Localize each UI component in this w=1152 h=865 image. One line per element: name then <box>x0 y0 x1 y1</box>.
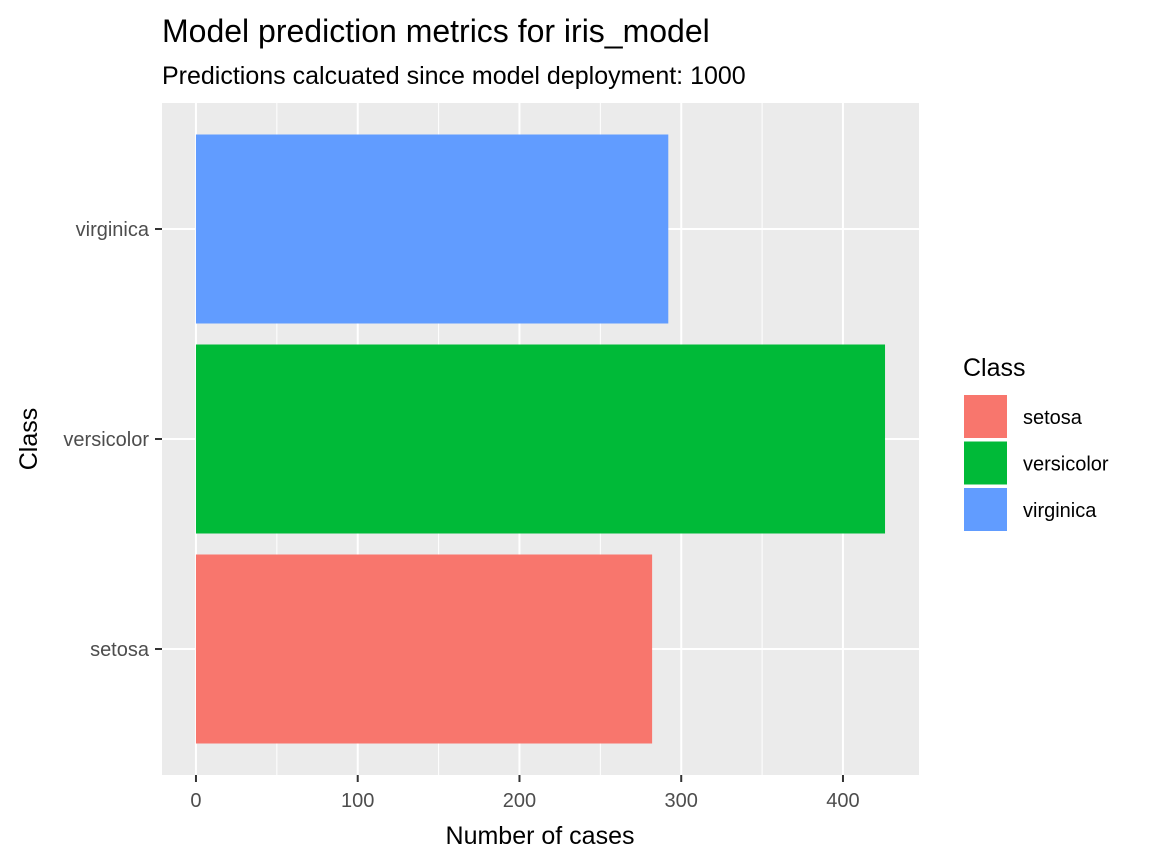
bar-versicolor <box>195 344 886 534</box>
x-tick-label: 400 <box>826 790 859 812</box>
legend-label: virginica <box>1023 500 1097 522</box>
legend-label: versicolor <box>1023 454 1109 476</box>
x-tick-label: 0 <box>190 790 201 812</box>
chart-title: Model prediction metrics for iris_model <box>162 13 710 49</box>
legend-label: setosa <box>1023 407 1083 429</box>
bars <box>195 134 886 744</box>
y-tick-label: versicolor <box>63 429 149 451</box>
legend-key-versicolor <box>964 441 1007 485</box>
legend-title: Class <box>963 354 1026 382</box>
legend-key-setosa <box>964 395 1007 438</box>
legend-key-virginica <box>964 488 1007 531</box>
x-axis-title: Number of cases <box>446 822 635 850</box>
bar-virginica <box>195 134 669 324</box>
y-tick-label: setosa <box>90 639 150 661</box>
x-axis: 0 100 200 300 400 <box>190 775 860 812</box>
x-tick-label: 300 <box>665 790 698 812</box>
y-axis-title: Class <box>15 408 43 471</box>
x-tick-label: 200 <box>503 790 536 812</box>
legend: Class setosa versicolor virginica <box>963 354 1109 531</box>
chart-subtitle: Predictions calcuated since model deploy… <box>162 62 746 90</box>
y-tick-label: virginica <box>76 219 150 241</box>
bar-setosa <box>195 554 653 744</box>
y-axis: setosa versicolor virginica <box>63 219 162 661</box>
x-tick-label: 100 <box>341 790 374 812</box>
